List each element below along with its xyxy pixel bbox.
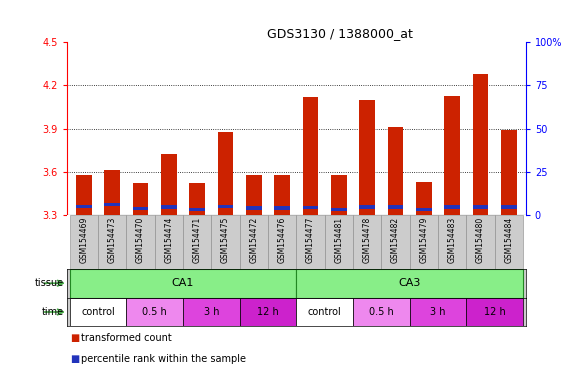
Text: GSM154476: GSM154476	[278, 217, 286, 263]
FancyBboxPatch shape	[211, 215, 239, 269]
Text: tissue: tissue	[35, 278, 64, 288]
Text: 3 h: 3 h	[430, 307, 446, 317]
FancyBboxPatch shape	[353, 215, 381, 269]
Text: 3 h: 3 h	[203, 307, 219, 317]
Bar	[444, 205, 460, 209]
Text: CA3: CA3	[399, 278, 421, 288]
Text: GSM154480: GSM154480	[476, 217, 485, 263]
Bar	[416, 208, 432, 211]
Text: 0.5 h: 0.5 h	[369, 307, 394, 317]
Text: 0.5 h: 0.5 h	[142, 307, 167, 317]
Text: GSM154479: GSM154479	[419, 217, 428, 263]
Text: control: control	[308, 307, 342, 317]
FancyBboxPatch shape	[296, 298, 353, 326]
Text: GSM154478: GSM154478	[363, 217, 372, 263]
Bar	[132, 183, 148, 215]
Text: GSM154472: GSM154472	[249, 217, 259, 263]
Bar	[444, 96, 460, 215]
Text: percentile rank within the sample: percentile rank within the sample	[81, 354, 246, 364]
Text: GSM154469: GSM154469	[80, 217, 88, 263]
Text: 12 h: 12 h	[257, 307, 279, 317]
Bar	[218, 132, 233, 215]
FancyBboxPatch shape	[126, 298, 183, 326]
Text: CA1: CA1	[172, 278, 194, 288]
FancyBboxPatch shape	[98, 215, 126, 269]
FancyBboxPatch shape	[467, 298, 523, 326]
FancyBboxPatch shape	[325, 215, 353, 269]
Bar	[161, 205, 177, 209]
FancyBboxPatch shape	[410, 215, 438, 269]
Bar	[501, 205, 517, 209]
Text: GSM154471: GSM154471	[193, 217, 202, 263]
Bar	[360, 100, 375, 215]
Bar	[331, 175, 347, 215]
FancyBboxPatch shape	[239, 298, 296, 326]
Bar	[416, 182, 432, 215]
Bar	[105, 203, 120, 207]
Bar	[76, 175, 92, 215]
FancyBboxPatch shape	[183, 298, 239, 326]
FancyBboxPatch shape	[155, 215, 183, 269]
Text: ■: ■	[70, 333, 79, 343]
Text: control: control	[81, 307, 115, 317]
Bar	[274, 175, 290, 215]
Bar	[218, 205, 233, 208]
Text: GSM154481: GSM154481	[334, 217, 343, 263]
Bar	[189, 184, 205, 215]
FancyBboxPatch shape	[70, 269, 296, 298]
FancyBboxPatch shape	[296, 269, 523, 298]
Bar	[331, 207, 347, 211]
Bar	[473, 74, 488, 215]
Text: GSM154475: GSM154475	[221, 217, 230, 263]
Bar	[132, 207, 148, 210]
FancyBboxPatch shape	[467, 215, 494, 269]
Text: GSM154477: GSM154477	[306, 217, 315, 263]
Text: transformed count: transformed count	[81, 333, 172, 343]
Bar	[161, 154, 177, 215]
Text: GSM154482: GSM154482	[391, 217, 400, 263]
Bar	[76, 205, 92, 208]
Text: GSM154470: GSM154470	[136, 217, 145, 263]
Bar	[246, 207, 261, 210]
Text: GSM154473: GSM154473	[107, 217, 117, 263]
FancyBboxPatch shape	[70, 215, 98, 269]
FancyBboxPatch shape	[438, 215, 467, 269]
Bar	[303, 97, 318, 215]
Bar	[501, 130, 517, 215]
FancyBboxPatch shape	[381, 215, 410, 269]
Bar	[388, 205, 403, 209]
FancyBboxPatch shape	[183, 215, 211, 269]
FancyBboxPatch shape	[494, 215, 523, 269]
FancyBboxPatch shape	[70, 298, 126, 326]
Bar	[274, 207, 290, 210]
FancyBboxPatch shape	[296, 215, 325, 269]
FancyBboxPatch shape	[268, 215, 296, 269]
Text: 12 h: 12 h	[484, 307, 505, 317]
Text: GSM154474: GSM154474	[164, 217, 173, 263]
Text: ■: ■	[70, 354, 79, 364]
Bar	[189, 208, 205, 211]
Text: GDS3130 / 1388000_at: GDS3130 / 1388000_at	[267, 27, 413, 40]
Text: GSM154483: GSM154483	[447, 217, 457, 263]
Bar	[473, 205, 488, 209]
FancyBboxPatch shape	[353, 298, 410, 326]
Bar	[303, 206, 318, 209]
FancyBboxPatch shape	[410, 298, 467, 326]
Bar	[388, 127, 403, 215]
FancyBboxPatch shape	[126, 215, 155, 269]
Text: GSM154484: GSM154484	[504, 217, 513, 263]
Text: time: time	[42, 307, 64, 317]
Bar	[360, 205, 375, 209]
FancyBboxPatch shape	[239, 215, 268, 269]
Bar	[246, 175, 261, 215]
Bar	[105, 170, 120, 215]
